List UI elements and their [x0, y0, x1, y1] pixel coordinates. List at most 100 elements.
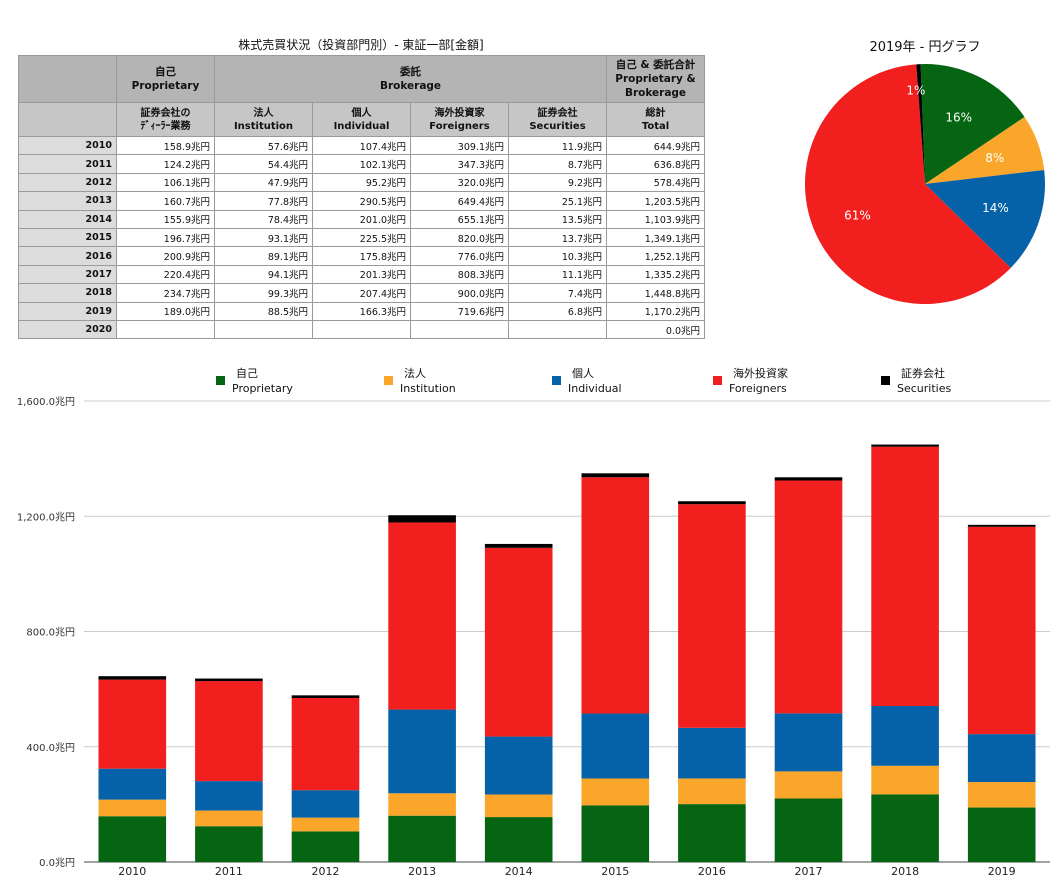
legend-label: 自己 [236, 367, 258, 380]
bar-segment [871, 706, 939, 766]
pie-slice [920, 64, 1025, 184]
pie-slice-label: 14% [982, 201, 1009, 215]
table-cell: 636.8兆円 [606, 154, 705, 174]
legend-swatch [713, 376, 722, 385]
pie-slice [925, 169, 1045, 269]
header-total: 自己 & 委託合計 Proprietary & Brokerage [606, 55, 705, 103]
pie-slice-label: 16% [945, 111, 972, 125]
row-year: 2018 [18, 283, 117, 303]
bar-segment [581, 805, 650, 862]
pie-slice [916, 64, 925, 184]
row-year: 2012 [18, 172, 117, 193]
bar-segment [774, 477, 843, 481]
x-tick-label: 2015 [601, 865, 629, 878]
header-row-1: 自己 Proprietary 委託 Brokerage 自己 & 委託合計 Propr… [18, 55, 705, 103]
bar-segment [98, 679, 167, 769]
table-row: 2010 158.9兆円 57.6兆円 107.4兆円 309.1兆円 11.9兆円 644… [18, 135, 705, 156]
bar-segment [967, 782, 1036, 808]
legend-swatch [881, 376, 890, 385]
y-tick-label: 1,600.0兆円 [17, 396, 75, 408]
bar-segment [291, 790, 360, 818]
bar-segment [581, 473, 650, 478]
bar-segment [291, 695, 360, 698]
header-corner-2 [18, 102, 117, 137]
subheader-institution: 法人 Institution [214, 102, 313, 137]
bar-segment [291, 817, 360, 832]
bar-segment [291, 697, 360, 791]
legend: 自己 Proprietary 法人 Institution 個人 Individual 海外… [0, 366, 1058, 400]
legend-label: 個人 [572, 367, 594, 380]
row-year: 2011 [18, 154, 117, 174]
legend-label-en: Proprietary [232, 382, 293, 395]
bar-segment [195, 678, 263, 682]
bar-segment [98, 676, 167, 680]
bar-segment [871, 446, 939, 707]
bar-segment [484, 736, 553, 795]
header-brokerage: 委託 Brokerage [214, 55, 607, 103]
data-table: 自己 Proprietary 委託 Brokerage 自己 & 委託合計 Propr… [18, 55, 705, 340]
subheader-securities: 証券会社 Securities [508, 102, 607, 137]
bar-segment [388, 515, 456, 523]
y-tick-label: 1,200.0兆円 [17, 511, 75, 523]
row-year: 2020 [18, 319, 117, 340]
x-tick-label: 2014 [505, 865, 533, 878]
row-year: 2015 [18, 227, 117, 248]
pie-slice-label: 8% [985, 151, 1004, 165]
table-row: 2020 0.0兆円 [18, 319, 705, 340]
legend-swatch [384, 376, 393, 385]
bar-segment [967, 526, 1036, 735]
legend-label-en: Individual [568, 382, 622, 395]
table-title: 株式売買状況（投資部門別）- 東証一部[金額] [238, 38, 484, 52]
legend-label: 海外投資家 [733, 367, 788, 380]
bar-segment [388, 709, 456, 794]
x-tick-label: 2016 [698, 865, 726, 878]
legend-label: 証券会社 [901, 367, 945, 380]
x-tick-label: 2019 [988, 865, 1016, 878]
legend-label-en: Securities [897, 382, 952, 395]
bar-segment [967, 524, 1036, 527]
bar-segment [871, 765, 939, 795]
x-tick-label: 2011 [215, 865, 243, 878]
pie-chart: 16% 8% 14% 61% 1% [805, 64, 1045, 305]
bar-segment [581, 713, 650, 779]
bar-segment [388, 522, 456, 710]
bar-segment [388, 815, 456, 862]
x-tick-label: 2012 [312, 865, 340, 878]
bar-segment [98, 768, 167, 800]
table-row: 2017 220.4兆円 94.1兆円 201.3兆円 808.3兆円 11.1兆円 1,3… [18, 264, 705, 285]
bar-segment [195, 681, 263, 782]
legend-label-en: Foreigners [729, 382, 787, 395]
legend-swatch [216, 376, 225, 385]
y-tick-label: 0.0兆円 [39, 857, 75, 869]
bar-segment [484, 543, 553, 548]
bar-segment [871, 444, 939, 447]
row-year: 2017 [18, 264, 117, 285]
bar-segment [774, 771, 843, 799]
bar-segment [484, 817, 553, 862]
row-year: 2014 [18, 209, 117, 229]
subheader-individual: 個人 Individual [312, 102, 411, 137]
y-tick-label: 400.0兆円 [26, 742, 75, 754]
pie-slice [925, 116, 1045, 184]
bar-segment [678, 501, 746, 505]
x-tick-label: 2013 [408, 865, 436, 878]
legend-swatch [552, 376, 561, 385]
table-row: 2012 106.1兆円 47.9兆円 95.2兆円 320.0兆円 9.2兆円 578.4… [18, 172, 705, 193]
pie-slice-label: 61% [844, 208, 871, 222]
bar-segment [967, 807, 1036, 862]
subheader-total: 総計 Total [606, 102, 705, 137]
bar-segment [678, 504, 746, 728]
bar-segment [98, 799, 167, 817]
bar-segment [484, 547, 553, 737]
bar-segment [484, 794, 553, 818]
bar-segment [871, 794, 939, 862]
x-tick-label: 2010 [118, 865, 146, 878]
bar-segment [388, 793, 456, 816]
bar-segment [774, 713, 843, 772]
bar-segment [678, 727, 746, 779]
bar-segment [98, 816, 167, 862]
pie-slice [805, 64, 1011, 305]
bar-segment [967, 734, 1036, 783]
subheader-foreigners: 海外投資家 Foreigners [410, 102, 509, 137]
